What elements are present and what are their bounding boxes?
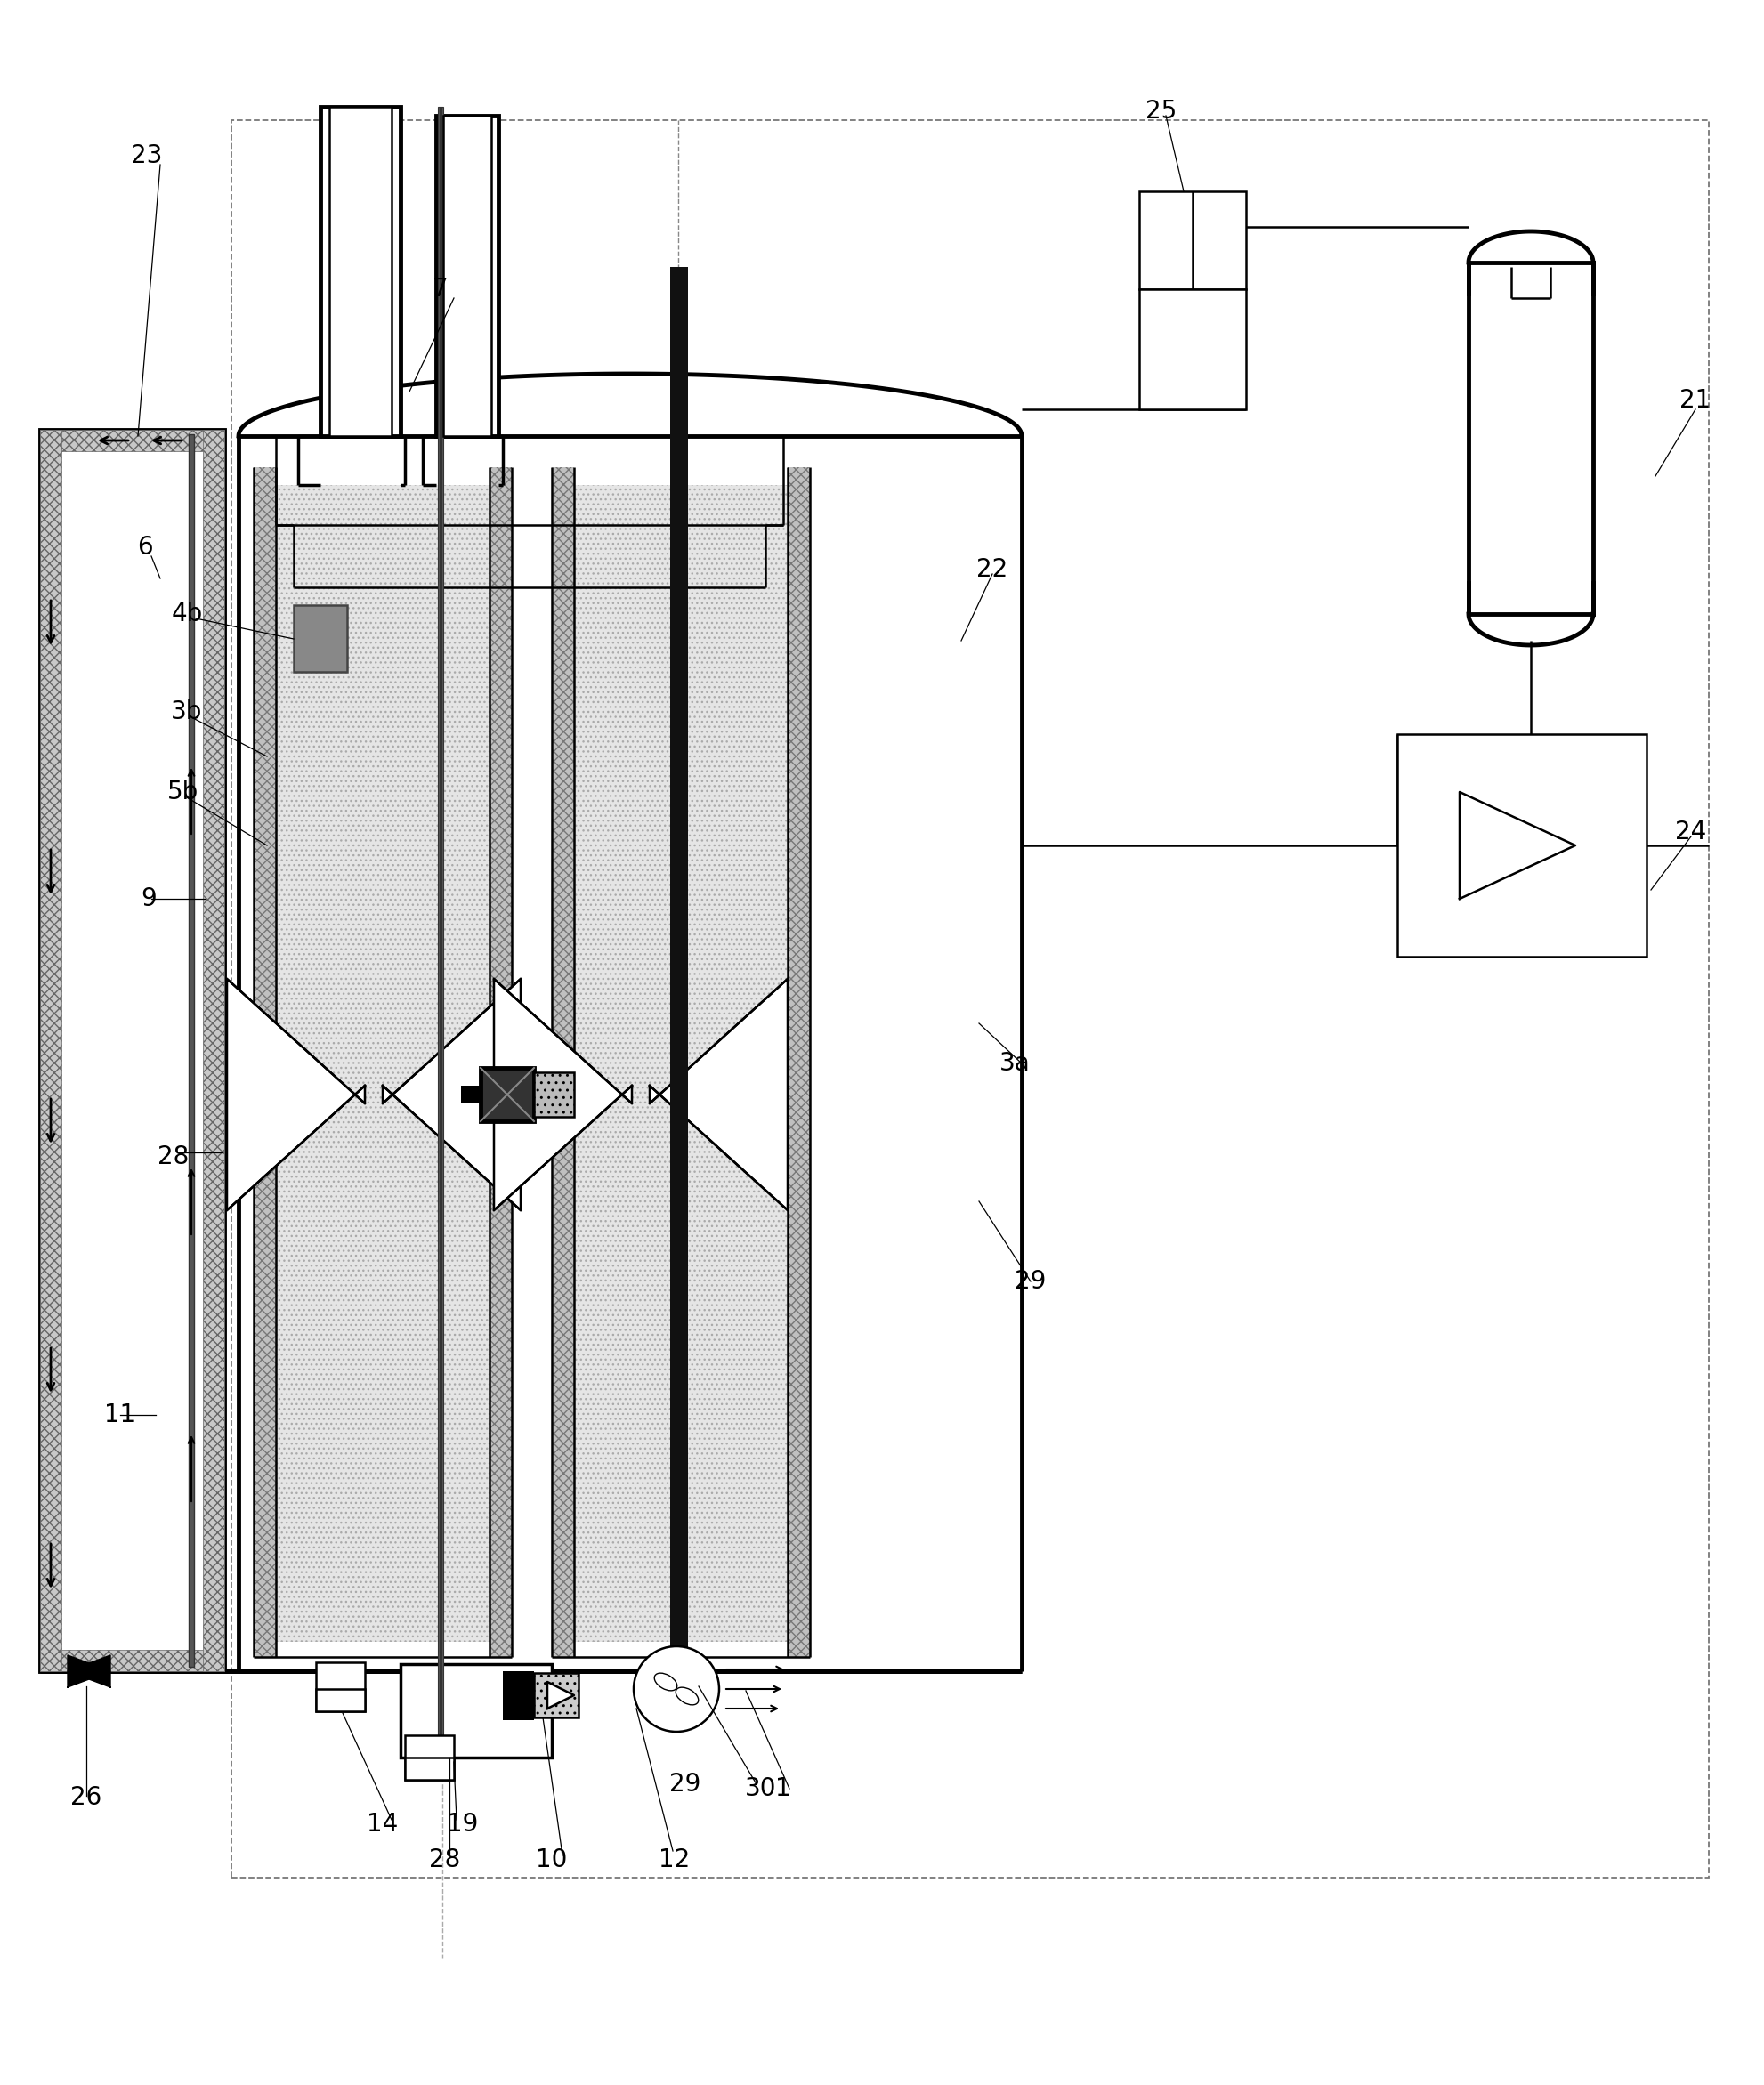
Bar xyxy=(316,1689,365,1712)
Text: 29: 29 xyxy=(1014,1270,1046,1295)
Text: 23: 23 xyxy=(131,144,162,169)
Text: 7: 7 xyxy=(432,277,448,302)
Polygon shape xyxy=(383,978,520,1209)
Bar xyxy=(400,1664,552,1758)
Ellipse shape xyxy=(654,1672,677,1691)
Text: 29: 29 xyxy=(669,1772,700,1797)
Bar xyxy=(254,467,275,1658)
Bar xyxy=(787,467,810,1658)
Text: 3b: 3b xyxy=(171,698,203,723)
Text: 21: 21 xyxy=(1679,388,1711,413)
Text: 19: 19 xyxy=(446,1812,478,1837)
Polygon shape xyxy=(67,1655,111,1687)
Polygon shape xyxy=(494,978,632,1209)
Text: 26: 26 xyxy=(71,1785,102,1810)
Bar xyxy=(203,430,224,1672)
Polygon shape xyxy=(547,1683,573,1708)
Bar xyxy=(489,467,512,1658)
Bar xyxy=(1138,290,1245,409)
Bar xyxy=(1138,192,1245,290)
Text: 4b: 4b xyxy=(171,603,203,626)
Bar xyxy=(41,430,62,1672)
Text: 6: 6 xyxy=(138,536,153,559)
Text: 28: 28 xyxy=(157,1145,189,1170)
Bar xyxy=(552,467,573,1658)
Polygon shape xyxy=(649,978,787,1209)
Text: 11: 11 xyxy=(104,1403,136,1428)
Bar xyxy=(41,1649,224,1672)
Text: 24: 24 xyxy=(1674,819,1706,844)
Bar xyxy=(321,106,400,436)
Bar xyxy=(534,1072,573,1118)
Bar xyxy=(436,115,497,436)
Bar xyxy=(460,1086,480,1103)
Bar xyxy=(1397,734,1646,957)
Bar xyxy=(670,267,688,1658)
Bar xyxy=(480,1068,534,1122)
Text: 25: 25 xyxy=(1145,98,1177,123)
Bar xyxy=(1468,263,1593,613)
Bar xyxy=(231,121,1708,1879)
Text: 12: 12 xyxy=(658,1847,690,1872)
Bar xyxy=(41,430,224,1672)
Text: 3a: 3a xyxy=(998,1051,1030,1076)
Text: 30: 30 xyxy=(744,1776,776,1801)
Polygon shape xyxy=(228,978,365,1209)
Bar xyxy=(275,486,489,1641)
Circle shape xyxy=(633,1647,718,1733)
Bar xyxy=(441,106,443,1735)
Text: 14: 14 xyxy=(367,1812,399,1837)
Bar xyxy=(443,115,490,436)
Text: 9: 9 xyxy=(141,886,157,911)
Bar xyxy=(573,486,787,1641)
Polygon shape xyxy=(67,1655,111,1687)
Bar xyxy=(41,430,224,450)
Bar xyxy=(293,605,348,671)
Bar xyxy=(316,1662,365,1712)
Text: 22: 22 xyxy=(975,557,1007,582)
Bar xyxy=(189,434,194,1666)
Bar xyxy=(437,106,439,1735)
Text: 10: 10 xyxy=(536,1847,568,1872)
Bar xyxy=(404,1758,453,1781)
Bar xyxy=(503,1672,534,1720)
Polygon shape xyxy=(1459,792,1575,899)
Bar xyxy=(512,467,552,1658)
Bar xyxy=(534,1672,579,1718)
Bar xyxy=(439,106,441,1735)
Bar xyxy=(404,1735,453,1781)
Text: 28: 28 xyxy=(429,1847,460,1872)
Text: 1: 1 xyxy=(774,1776,790,1801)
Text: 5b: 5b xyxy=(166,780,198,805)
Bar xyxy=(330,106,392,436)
Ellipse shape xyxy=(676,1687,699,1706)
